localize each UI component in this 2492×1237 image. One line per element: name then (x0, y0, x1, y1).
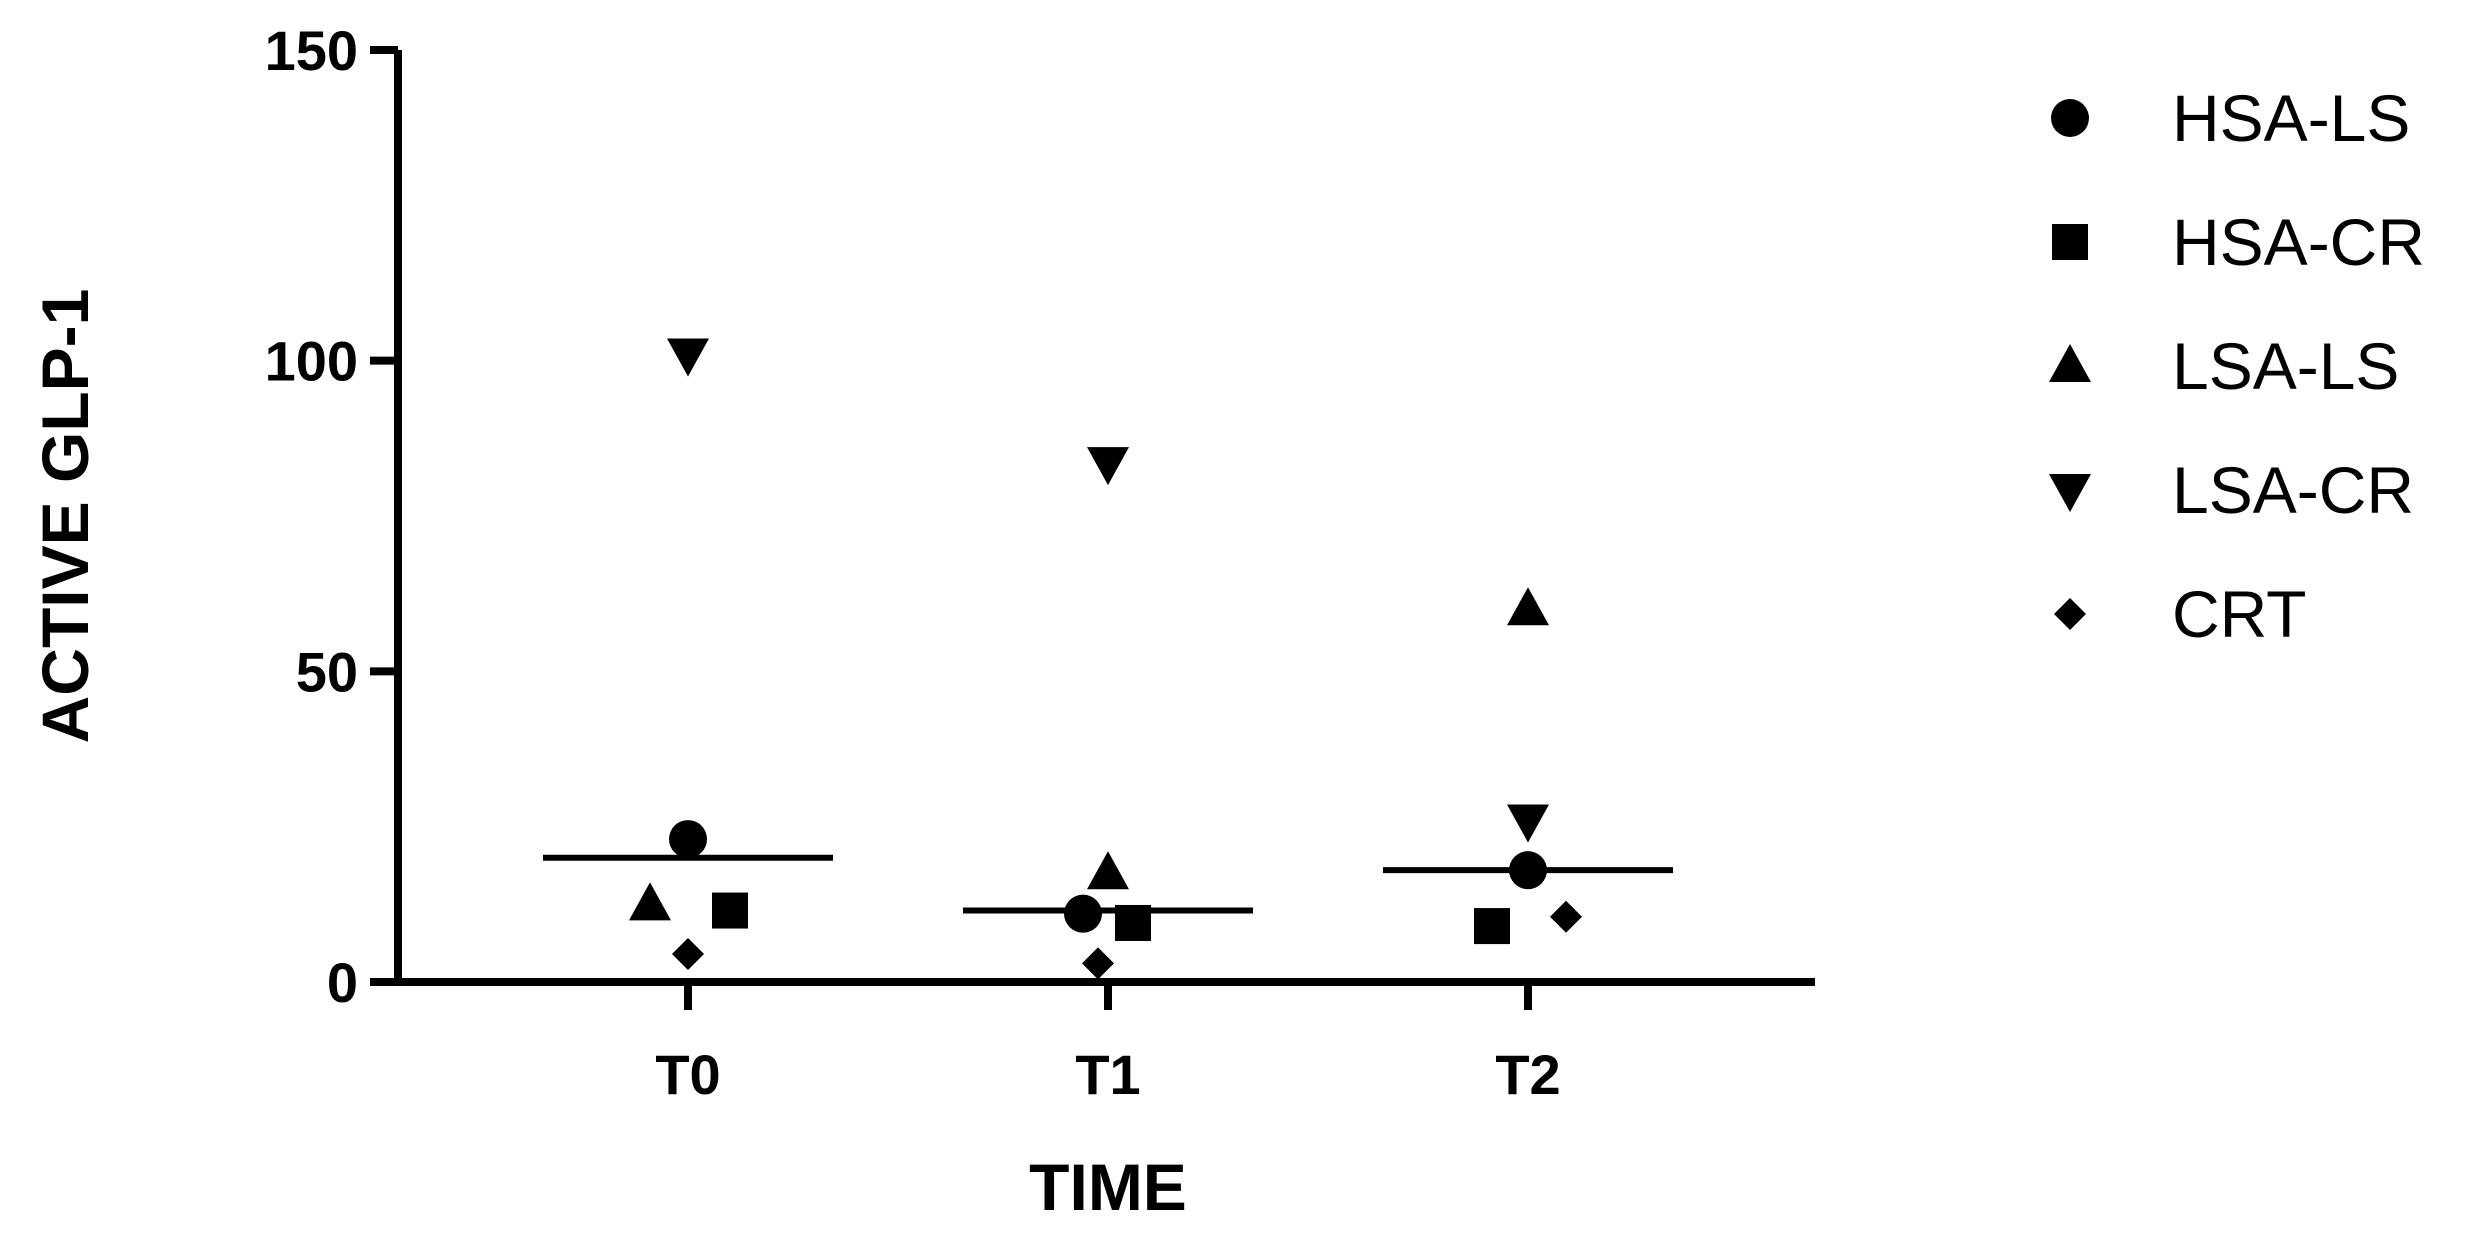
data-point (1064, 894, 1102, 933)
series-hsa-ls (669, 820, 1547, 933)
legend-label: HSA-LS (2172, 81, 2410, 155)
legend-item: HSA-LS (2051, 81, 2410, 155)
legend: HSA-LS HSA-CR LSA-LS LSA-CR CRT (2049, 81, 2425, 651)
data-point (1474, 908, 1510, 945)
y-tick-label: 50 (296, 640, 358, 703)
legend-label: LSA-CR (2172, 453, 2414, 527)
legend-marker (2051, 99, 2089, 137)
x-axis: T0 T1 T2 (394, 978, 1815, 1106)
data-point (1115, 904, 1151, 941)
data-point (1087, 851, 1129, 890)
x-tick-label: T1 (1075, 1043, 1140, 1106)
y-tick-label: 150 (265, 19, 358, 82)
y-tick-label: 0 (327, 951, 358, 1014)
data-point (712, 892, 748, 929)
y-axis-title: ACTIVE GLP-1 (28, 289, 102, 744)
data-point (1507, 804, 1549, 843)
legend-marker (2054, 598, 2086, 630)
x-tick-label: T0 (655, 1043, 720, 1106)
legend-marker (2052, 224, 2088, 260)
data-point (1550, 900, 1582, 933)
legend-marker (2049, 344, 2091, 382)
legend-label: CRT (2172, 577, 2306, 651)
legend-item: LSA-CR (2049, 453, 2414, 527)
data-point (1509, 851, 1547, 890)
series-lsa-cr (667, 338, 1549, 843)
x-tick-label: T2 (1495, 1043, 1560, 1106)
data-point (629, 882, 671, 921)
y-tick-label: 100 (265, 330, 358, 393)
series-crt (672, 900, 1582, 980)
data-point (1082, 947, 1114, 980)
data-point (1507, 587, 1549, 626)
y-ticks: 0 50 100 150 (265, 19, 398, 1014)
x-ticks: T0 T1 T2 (655, 982, 1561, 1106)
y-axis: 0 50 100 150 (265, 19, 402, 1014)
data-point (672, 938, 704, 971)
legend-item: CRT (2054, 577, 2306, 651)
legend-item: LSA-LS (2049, 329, 2399, 403)
series-hsa-cr (712, 892, 1510, 945)
x-axis-title: TIME (1029, 1150, 1187, 1224)
legend-marker (2049, 474, 2091, 512)
legend-label: LSA-LS (2172, 329, 2399, 403)
legend-item: HSA-CR (2052, 205, 2425, 279)
data-point (669, 820, 707, 859)
legend-label: HSA-CR (2172, 205, 2425, 279)
data-point (667, 338, 709, 377)
data-points (629, 338, 1582, 980)
data-point (1087, 447, 1129, 486)
series-lsa-ls (629, 587, 1549, 921)
